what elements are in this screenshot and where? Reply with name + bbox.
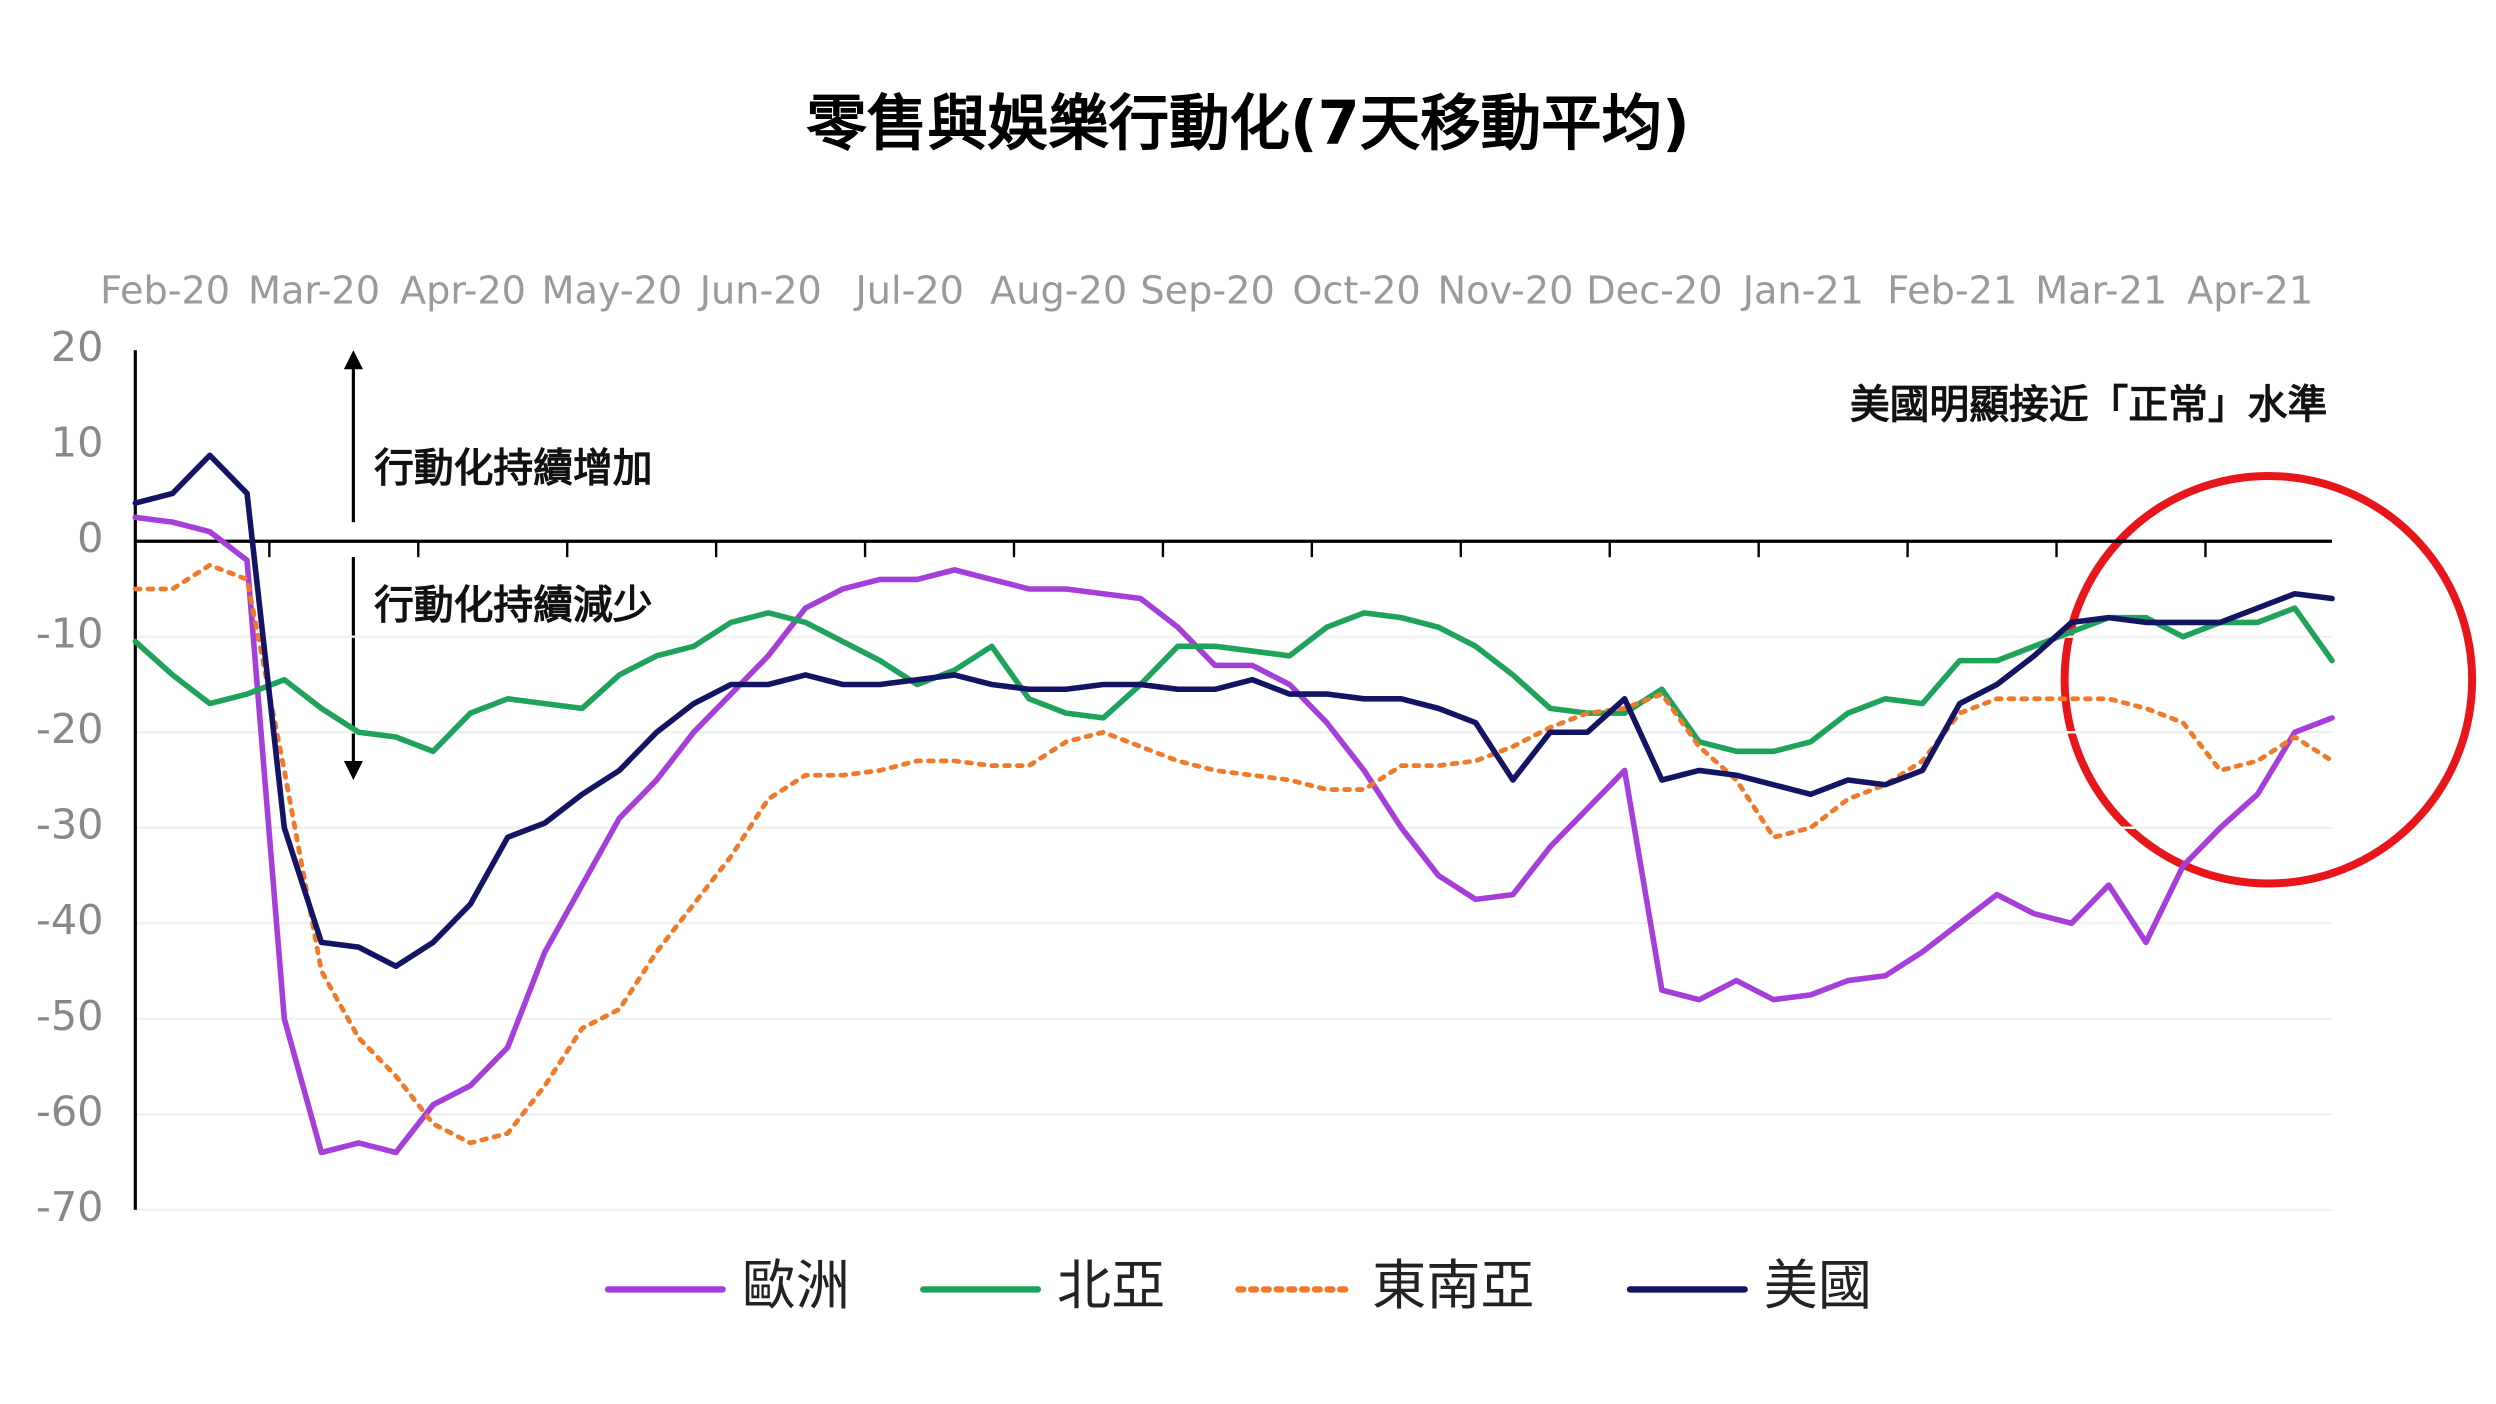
x-tick-label: May-20 <box>542 269 683 313</box>
legend-item: 東南亞 <box>1235 1254 1534 1317</box>
x-tick-label: Dec-20 <box>1586 269 1722 313</box>
legend-item: 北亞 <box>920 1254 1165 1317</box>
y-tick-label: -40 <box>36 896 104 944</box>
x-tick-label: Apr-20 <box>400 269 526 313</box>
y-tick-label: 0 <box>77 514 103 562</box>
y-tick-label: 20 <box>51 323 104 371</box>
x-tick-label: Apr-21 <box>2187 269 2313 313</box>
plot: 20 10 0 -10 -20 -30 -40 -50 -60 -70 Feb-20 Mar-20 Ap… <box>36 269 2335 1317</box>
legend-item: 美國 <box>1626 1254 1872 1317</box>
chart-title: 零售與娛樂行動化(7天移動平均) <box>806 89 1689 159</box>
series-line <box>132 562 2335 1146</box>
legend-label: 東南亞 <box>1372 1254 1534 1317</box>
legend-label: 北亞 <box>1057 1254 1165 1317</box>
x-tick-label: Aug-20 <box>990 269 1127 313</box>
x-tick-label: Oct-20 <box>1292 269 1420 313</box>
series-line <box>132 605 2335 755</box>
x-tick-label: Jun-20 <box>698 269 822 313</box>
x-tick-label: Mar-20 <box>248 269 380 313</box>
x-tick-label: Jul-20 <box>854 269 964 313</box>
y-tick-label: -10 <box>36 610 104 658</box>
x-tick-label: Sep-20 <box>1140 269 1274 313</box>
legend-label: 歐洲 <box>742 1254 850 1317</box>
series-line <box>132 452 2335 970</box>
y-tick-label: -50 <box>36 992 104 1040</box>
x-tick-label: Nov-20 <box>1438 269 1574 313</box>
y-tick-label: -30 <box>36 801 104 849</box>
annotation: 行動化持續減少 <box>374 583 652 629</box>
x-tick-label: Jan-21 <box>1741 269 1864 313</box>
annotation: 行動化持續增加 <box>374 446 652 492</box>
y-tick-label: -60 <box>36 1087 104 1135</box>
y-tick-label: -20 <box>36 705 104 753</box>
x-tick-label: Feb-21 <box>1887 269 2017 313</box>
x-tick-label: Mar-21 <box>2035 269 2167 313</box>
legend-item: 歐洲 <box>604 1254 850 1317</box>
highlight-circle <box>2060 471 2477 888</box>
y-tick-label: -70 <box>36 1183 104 1231</box>
legend-label: 美國 <box>1764 1254 1872 1317</box>
series-line <box>132 514 2335 1156</box>
y-tick-label: 10 <box>51 419 104 467</box>
annotation: 美國明顯接近「正常」水準 <box>1850 382 2327 428</box>
x-tick-label: Feb-20 <box>100 269 230 313</box>
